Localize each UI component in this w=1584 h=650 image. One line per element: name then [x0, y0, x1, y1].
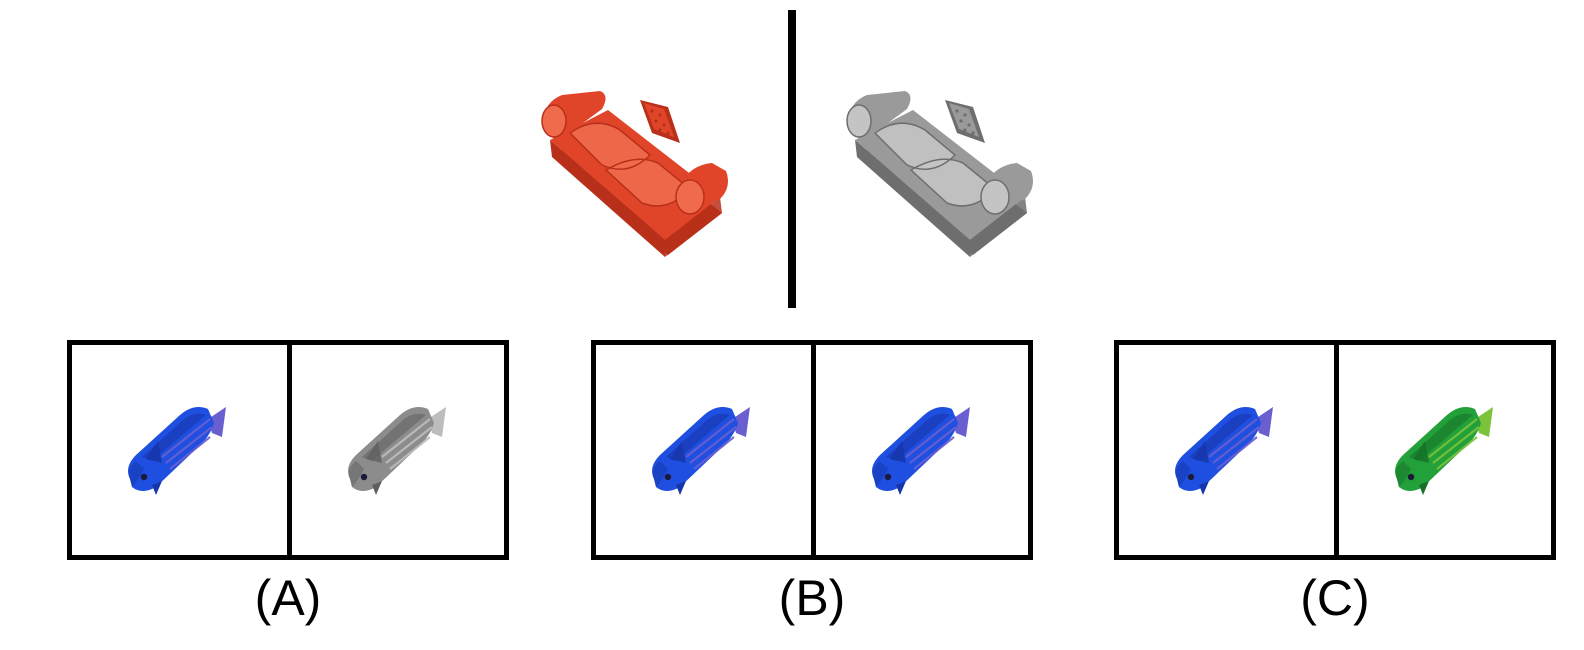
reference-target-sofa-icon	[845, 85, 1045, 265]
option-c-divider	[1334, 345, 1339, 555]
option-a-label: (A)	[254, 570, 322, 626]
option-b-left-cell	[596, 345, 811, 555]
option-c-left-cell	[1119, 345, 1334, 555]
option-b-panel[interactable]	[591, 340, 1033, 560]
option-c-right-fish-icon	[1389, 397, 1499, 502]
option-a-left-fish-icon	[122, 397, 232, 502]
option-a-divider	[287, 345, 292, 555]
option-a-panel[interactable]	[67, 340, 509, 560]
option-b-right-cell	[816, 345, 1028, 555]
option-c-panel[interactable]	[1114, 340, 1556, 560]
option-c-label: (C)	[1300, 570, 1370, 626]
reference-source-sofa-icon	[540, 85, 740, 265]
option-b-divider	[811, 345, 816, 555]
option-a-right-fish-icon	[342, 397, 452, 502]
option-c-right-cell	[1339, 345, 1551, 555]
option-b-left-fish-icon	[646, 397, 756, 502]
option-a-left-cell	[72, 345, 287, 555]
option-a-right-cell	[292, 345, 504, 555]
option-b-label: (B)	[778, 570, 846, 626]
option-b-right-fish-icon	[866, 397, 976, 502]
option-c-left-fish-icon	[1169, 397, 1279, 502]
reference-divider	[788, 10, 796, 308]
